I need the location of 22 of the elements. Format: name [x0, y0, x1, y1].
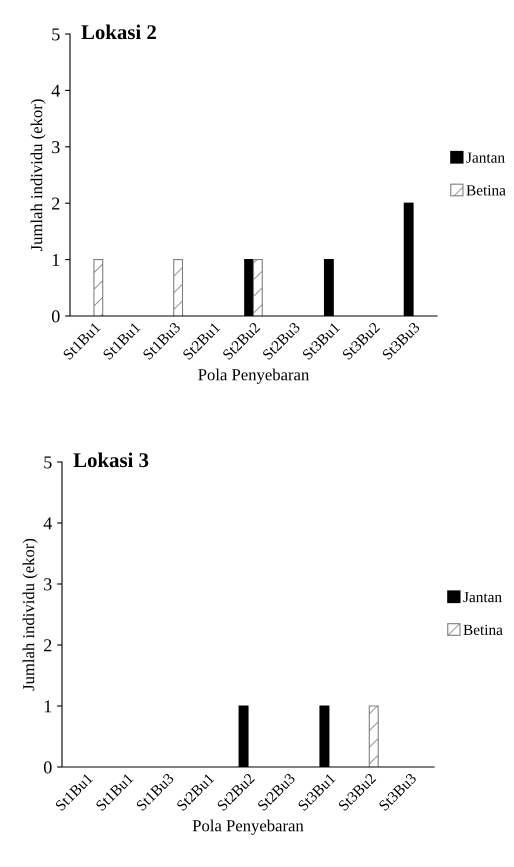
y-tick-label: 3 [44, 578, 52, 590]
legend-label: Jantan [463, 592, 502, 602]
y-tick-label: 2 [52, 198, 60, 210]
y-tick-label: 1 [52, 254, 60, 266]
chart-title: Lokasi 2 [81, 24, 156, 40]
y-tick-label: 0 [52, 310, 60, 322]
y-tick-label: 1 [44, 700, 52, 712]
y-axis-title: Jumlah individu (ekor) [30, 99, 46, 252]
y-tick-label: 4 [52, 84, 60, 97]
y-tick-label: 3 [52, 141, 60, 154]
y-tick-label: 5 [44, 456, 52, 468]
y-tick-label: 5 [52, 28, 60, 40]
x-axis-title: Pola Penyebaran [192, 820, 304, 835]
legend-label: Betina [466, 185, 506, 196]
y-axis-title: Jumlah individu (ekor) [22, 538, 38, 691]
y-tick-label: 2 [44, 639, 52, 652]
legend-label: Betina [463, 624, 503, 635]
y-tick-label: 0 [44, 761, 52, 774]
y-tick-label: 4 [44, 517, 52, 530]
x-axis-title: Pola Penyebaran [198, 368, 310, 384]
chart-title: Lokasi 3 [74, 452, 148, 468]
legend-label: Jantan [466, 152, 505, 163]
